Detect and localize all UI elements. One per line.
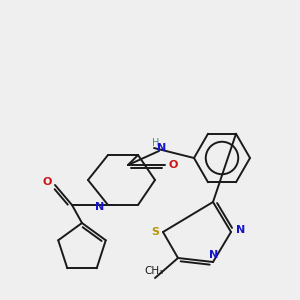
- Text: S: S: [151, 227, 159, 237]
- Text: N: N: [158, 143, 166, 153]
- Text: N: N: [209, 250, 219, 260]
- Text: N: N: [236, 225, 246, 235]
- Text: N: N: [95, 202, 105, 212]
- Text: O: O: [42, 177, 52, 187]
- Text: CH₃: CH₃: [144, 266, 164, 276]
- Text: H: H: [152, 138, 160, 148]
- Text: O: O: [168, 160, 178, 170]
